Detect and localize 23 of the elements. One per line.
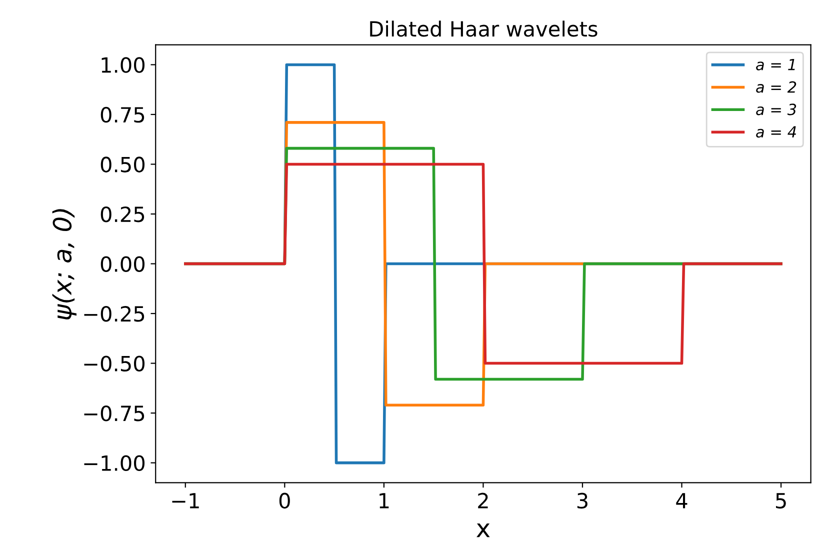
x-tick-label: 5 bbox=[776, 493, 786, 509]
x-tick-label: −1 bbox=[172, 493, 199, 508]
x-tick-label: 3 bbox=[577, 492, 588, 509]
y-tick-label: 0.25 bbox=[100, 206, 144, 222]
x-tick-label: 0 bbox=[279, 492, 290, 509]
y-tick-label: −0.50 bbox=[84, 356, 145, 372]
x-tick-label: 2 bbox=[478, 492, 488, 508]
chart-title: Dilated Haar wavelets bbox=[370, 20, 598, 37]
y-tick-label: 0.00 bbox=[100, 256, 145, 272]
y-axis-title: ψ(x; a, 0) bbox=[52, 209, 76, 320]
x-tick-label: 4 bbox=[676, 493, 688, 508]
x-tick-label: 1 bbox=[380, 493, 389, 508]
legend-label: a = 4 bbox=[756, 126, 796, 138]
y-tick-label: 1.00 bbox=[102, 57, 145, 73]
y-tick-label: −1.00 bbox=[84, 455, 145, 472]
legend-label: a = 2 bbox=[756, 81, 796, 93]
y-tick-label: 0.50 bbox=[100, 156, 145, 172]
x-axis-title: x bbox=[476, 523, 490, 538]
legend-label: a = 1 bbox=[756, 59, 795, 70]
legend-label: a = 3 bbox=[756, 104, 796, 116]
y-tick-label: −0.75 bbox=[84, 406, 144, 422]
y-tick-label: 0.75 bbox=[100, 106, 144, 123]
y-tick-label: −0.25 bbox=[84, 306, 144, 322]
